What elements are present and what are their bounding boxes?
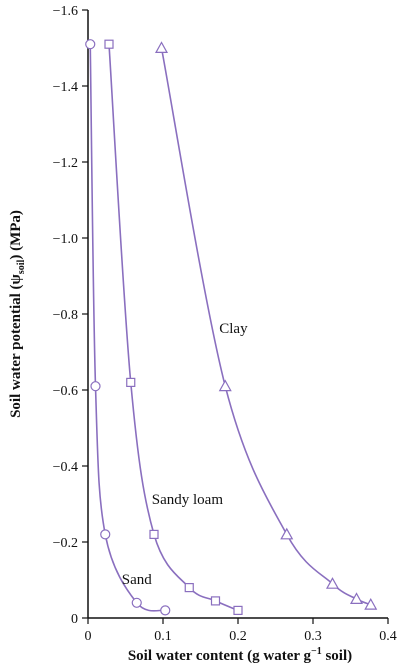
y-axis-title: Soil water potential (ψsoil) (MPa) (8, 210, 27, 418)
y-tick-label: −1.6 (53, 4, 78, 19)
x-tick-label: 0.3 (304, 629, 322, 644)
x-tick-label: 0.1 (154, 629, 172, 644)
axes (87, 10, 388, 619)
data-point-clay (325, 577, 340, 589)
data-point-sand (85, 39, 96, 50)
y-tick-label: −0.8 (53, 308, 78, 323)
series-label-sandy-loam: Sandy loam (152, 492, 224, 508)
x-axis-title-tail: soil) (322, 648, 352, 664)
y-tick-label: −1.2 (53, 156, 78, 171)
y-tick-label: −0.4 (53, 460, 78, 475)
data-point-clay (364, 597, 378, 610)
series-line-sand (89, 44, 166, 612)
data-point-sandy-loam (210, 596, 221, 606)
series-label-clay: Clay (219, 321, 248, 337)
x-tick-label: 0.2 (229, 629, 247, 644)
data-point-sand (160, 605, 171, 616)
y-axis-title-subscript: soil (16, 259, 27, 274)
y-tick-label: −0.6 (53, 384, 78, 399)
data-point-sandy-loam (184, 582, 194, 593)
y-axis-title-tail: ) (MPa) (8, 210, 24, 260)
data-point-clay (280, 527, 294, 540)
data-point-clay (218, 379, 232, 392)
x-axis-title-main: Soil water content (g water g (128, 648, 312, 664)
series-line-clay (160, 47, 372, 606)
series-markers (85, 39, 378, 616)
data-point-sandy-loam (149, 529, 159, 540)
x-axis-title-superscript: −1 (311, 646, 322, 657)
y-tick-label: −1.4 (53, 80, 78, 95)
series-labels: Sand Sandy loam Clay (122, 321, 248, 588)
data-point-sand (90, 381, 101, 392)
y-tick-label: 0 (71, 612, 78, 627)
y-tick-label: −1.0 (53, 232, 78, 247)
data-point-sandy-loam (233, 605, 243, 616)
data-point-sandy-loam (126, 377, 136, 387)
x-axis-title: Soil water content (g water g−1 soil) (128, 646, 352, 664)
data-point-sandy-loam (104, 39, 114, 49)
y-tick-label: −0.2 (53, 536, 78, 551)
x-ticks: 0 0.1 0.2 0.3 0.4 (85, 618, 397, 644)
data-point-clay (349, 592, 364, 605)
y-ticks: 0 −0.2 −0.4 −0.6 −0.8 −1.0 −1.2 −1.4 −1.6 (53, 4, 88, 627)
x-tick-label: 0.4 (379, 629, 397, 644)
data-point-sand (131, 597, 142, 608)
x-tick-label: 0 (85, 629, 92, 644)
series-label-sand: Sand (122, 572, 153, 588)
data-point-sand (100, 529, 111, 540)
data-point-clay (154, 41, 169, 54)
y-axis-title-main: Soil water potential (ψ (8, 273, 24, 417)
